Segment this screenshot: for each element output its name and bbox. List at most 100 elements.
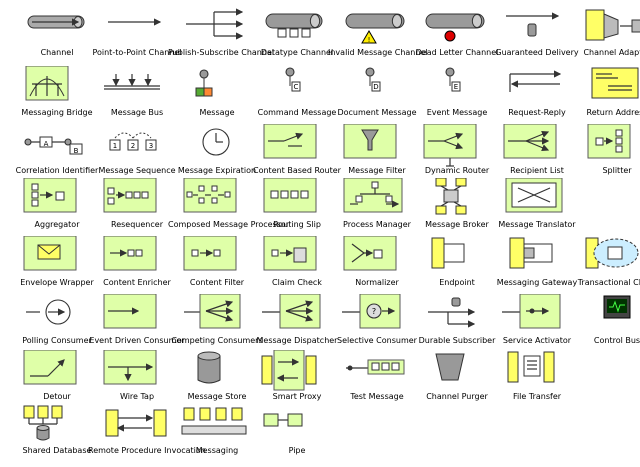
svg-text:3: 3 <box>149 142 153 150</box>
message-expiration-icon <box>178 124 256 168</box>
pattern-label: Channel Adapter <box>583 48 640 57</box>
test-message-icon <box>338 350 416 394</box>
pattern-item: A B Correlation Identifier <box>16 124 98 182</box>
pattern-label: Datatype Channel <box>260 48 334 57</box>
pattern-item: Polling Consumer <box>18 294 96 352</box>
pattern-item: Wire Tap <box>98 350 176 408</box>
message-bus-icon <box>98 66 176 110</box>
pattern-item: Splitter <box>578 124 640 182</box>
request-reply-icon <box>498 66 576 110</box>
pattern-item: Claim Check <box>258 236 336 294</box>
pattern-item: Process Manager <box>338 178 416 236</box>
channel-adapter-icon <box>578 6 640 50</box>
pattern-label: Point-to-Point Channel <box>92 48 182 57</box>
pattern-item: Messaging <box>178 404 256 462</box>
command-message-icon: C <box>258 66 336 110</box>
svg-text:B: B <box>74 147 79 155</box>
pattern-item: Transactional Client <box>578 236 640 294</box>
pattern-label: Transactional Client <box>577 278 640 287</box>
pattern-item: Channel Purger <box>418 350 496 408</box>
pattern-item: Event Driven Consumer <box>89 294 185 352</box>
pattern-item: Message Filter <box>338 124 416 182</box>
pattern-label: Splitter <box>602 166 632 175</box>
pattern-label: Message Broker <box>425 220 489 229</box>
guaranteed-delivery-icon <box>498 6 576 50</box>
pattern-item: Point-to-Point Channel <box>92 6 182 64</box>
pipe-icon <box>258 404 336 448</box>
pattern-item: Message Bus <box>98 66 176 124</box>
remote-procedure-invocation-icon <box>98 404 176 448</box>
pattern-item: Normalizer <box>338 236 416 294</box>
aggregator-icon <box>18 178 96 222</box>
pattern-label: Selective Consumer <box>337 336 417 345</box>
pattern-label: Document Message <box>337 108 417 117</box>
pattern-label: Message Sequence <box>98 166 176 175</box>
pattern-item: Remote Procedure Invocation <box>88 404 206 462</box>
pattern-item: Message Expiration <box>178 124 256 182</box>
pattern-item: Message Dispatcher <box>257 294 337 352</box>
pattern-item: Shared Database <box>18 404 96 462</box>
pattern-item: Resequencer <box>98 178 176 236</box>
event-driven-consumer-icon <box>98 294 176 338</box>
svg-text:?: ? <box>372 307 376 316</box>
content-filter-icon <box>178 236 256 280</box>
pattern-item: ? Selective Consumer <box>337 294 417 352</box>
message-sequence-icon: 1 2 3 <box>98 124 176 168</box>
pattern-item: Content Enricher <box>98 236 176 294</box>
svg-text:2: 2 <box>131 142 135 150</box>
pattern-label: Command Message <box>257 108 337 117</box>
pattern-label: Event Message <box>426 108 488 117</box>
durable-subscriber-icon <box>418 294 496 338</box>
pattern-label: Shared Database <box>22 446 92 455</box>
pattern-label: Routing Slip <box>273 220 321 229</box>
pattern-item: Detour <box>18 350 96 408</box>
pattern-label: Dynamic Router <box>424 166 490 175</box>
pattern-label: Content Enricher <box>103 278 171 287</box>
pattern-item: Control Bus <box>578 294 640 352</box>
pattern-item: Durable Subscriber <box>418 294 496 352</box>
pattern-item: Test Message <box>338 350 416 408</box>
pattern-item: Envelope Wrapper <box>18 236 96 294</box>
message-dispatcher-icon <box>258 294 336 338</box>
pattern-item: Return Address <box>578 66 640 124</box>
pattern-label: Composed Message Processor <box>168 220 290 229</box>
pattern-item: D Document Message <box>337 66 417 124</box>
svg-text:C: C <box>294 83 299 91</box>
pattern-label: File Transfer <box>512 392 562 401</box>
pattern-item: Aggregator <box>18 178 96 236</box>
pattern-item: Messaging Gateway <box>497 236 577 294</box>
composed-message-processor-icon <box>178 178 256 222</box>
svg-text:E: E <box>454 83 458 91</box>
pattern-label: Message Expiration <box>177 166 257 175</box>
pattern-item: Message <box>178 66 256 124</box>
pattern-label: Dead Letter Channel <box>415 48 499 57</box>
normalizer-icon <box>338 236 416 280</box>
control-bus-icon <box>578 294 640 338</box>
messaging-gateway-icon <box>498 236 576 280</box>
pattern-label: Message Translator <box>498 220 576 229</box>
messaging-bridge-icon <box>18 66 96 110</box>
datatype-channel-icon <box>258 6 336 50</box>
detour-icon <box>18 350 96 394</box>
pattern-item: Request-Reply <box>498 66 576 124</box>
transactional-client-icon <box>578 236 640 280</box>
svg-text:D: D <box>373 83 378 91</box>
dead-letter-channel-icon <box>418 6 496 50</box>
pattern-label: Pipe <box>288 446 306 455</box>
pattern-label: Content Filter <box>189 278 245 287</box>
shared-database-icon <box>18 404 96 448</box>
pattern-label: Message Filter <box>348 166 406 175</box>
pattern-label: Control Bus <box>593 336 640 345</box>
process-manager-icon <box>338 178 416 222</box>
message-broker-icon <box>418 178 496 222</box>
return-address-icon <box>578 66 640 110</box>
pattern-label: Publish-Subscribe Channel <box>168 48 275 57</box>
messaging-icon <box>178 404 256 448</box>
pattern-label: Resequencer <box>111 220 163 229</box>
selective-consumer-icon: ? <box>338 294 416 338</box>
smart-proxy-icon <box>258 350 336 394</box>
pattern-item: 1 2 3 Message Sequence <box>98 124 176 182</box>
pattern-item: Messaging Bridge <box>18 66 96 124</box>
pattern-item: Endpoint <box>418 236 496 294</box>
